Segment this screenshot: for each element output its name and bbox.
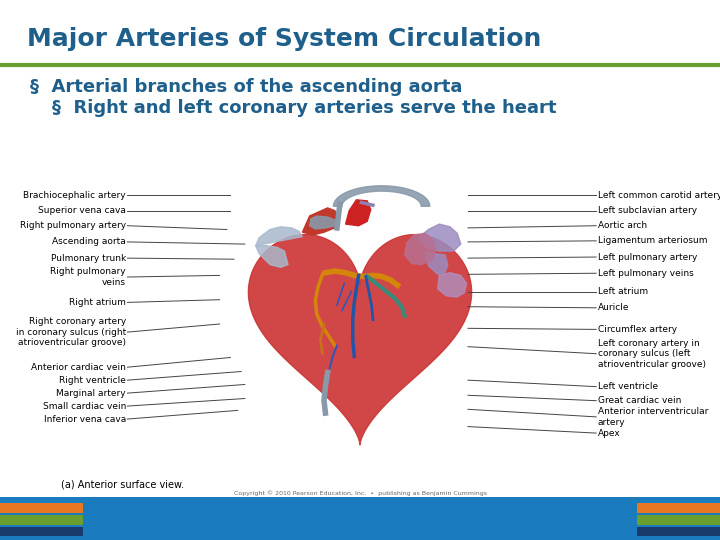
Text: Left subclavian artery: Left subclavian artery: [598, 206, 697, 215]
Bar: [0, 515, 83, 525]
Bar: [0, 503, 83, 513]
Polygon shape: [418, 224, 461, 251]
Text: Circumflex artery: Circumflex artery: [598, 325, 677, 334]
Text: Major Arteries of System Circulation: Major Arteries of System Circulation: [27, 27, 541, 51]
Polygon shape: [346, 200, 371, 226]
Text: §  Arterial branches of the ascending aorta: § Arterial branches of the ascending aor…: [30, 78, 463, 97]
Text: Small cardiac vein: Small cardiac vein: [42, 402, 126, 410]
Text: Superior vena cava: Superior vena cava: [38, 206, 126, 215]
Bar: [43, 122, 677, 500]
Bar: [637, 503, 720, 513]
Polygon shape: [302, 208, 338, 235]
Text: Left atrium: Left atrium: [598, 287, 648, 296]
Text: Brachiocephalic artery: Brachiocephalic artery: [23, 191, 126, 200]
Polygon shape: [248, 234, 472, 445]
Text: Left coronary artery in
coronary sulcus (left
atrioventricular groove): Left coronary artery in coronary sulcus …: [598, 339, 706, 369]
Text: Auricle: Auricle: [598, 303, 629, 312]
Text: Great cardiac vein: Great cardiac vein: [598, 396, 681, 405]
Polygon shape: [310, 216, 338, 229]
Text: Apex: Apex: [598, 429, 621, 437]
Text: Right ventricle: Right ventricle: [59, 376, 126, 384]
Text: Right pulmonary artery: Right pulmonary artery: [20, 221, 126, 230]
Polygon shape: [405, 233, 436, 265]
Text: Pulmonary trunk: Pulmonary trunk: [50, 254, 126, 262]
Text: Right pulmonary
veins: Right pulmonary veins: [50, 267, 126, 287]
Text: Ligamentum arteriosum: Ligamentum arteriosum: [598, 237, 707, 245]
Text: Copyright © 2010 Pearson Education, Inc.  •  publishing as Benjamin Cummings: Copyright © 2010 Pearson Education, Inc.…: [233, 491, 487, 496]
Text: Left ventricle: Left ventricle: [598, 382, 658, 391]
Polygon shape: [438, 273, 467, 297]
Text: Right coronary artery
in coronary sulcus (right
atrioventricular groove): Right coronary artery in coronary sulcus…: [16, 317, 126, 347]
Text: Right atrium: Right atrium: [69, 298, 126, 307]
Text: Marginal artery: Marginal artery: [56, 389, 126, 397]
Bar: [0, 497, 720, 540]
Text: Left pulmonary veins: Left pulmonary veins: [598, 269, 693, 278]
Text: Anterior interventricular
artery: Anterior interventricular artery: [598, 407, 708, 427]
Bar: [637, 527, 720, 536]
Polygon shape: [425, 251, 448, 274]
Text: §  Right and left coronary arteries serve the heart: § Right and left coronary arteries serve…: [52, 99, 557, 117]
Text: Anterior cardiac vein: Anterior cardiac vein: [31, 363, 126, 372]
Text: (a) Anterior surface view.: (a) Anterior surface view.: [61, 480, 184, 489]
Bar: [0, 527, 83, 536]
Text: Aortic arch: Aortic arch: [598, 221, 647, 230]
Polygon shape: [256, 246, 288, 267]
Text: Left common carotid artery: Left common carotid artery: [598, 191, 720, 200]
Bar: [637, 515, 720, 525]
Polygon shape: [333, 186, 430, 206]
Text: Ascending aorta: Ascending aorta: [53, 238, 126, 246]
Text: Left pulmonary artery: Left pulmonary artery: [598, 253, 697, 261]
Text: Inferior vena cava: Inferior vena cava: [44, 415, 126, 423]
Polygon shape: [256, 227, 302, 246]
